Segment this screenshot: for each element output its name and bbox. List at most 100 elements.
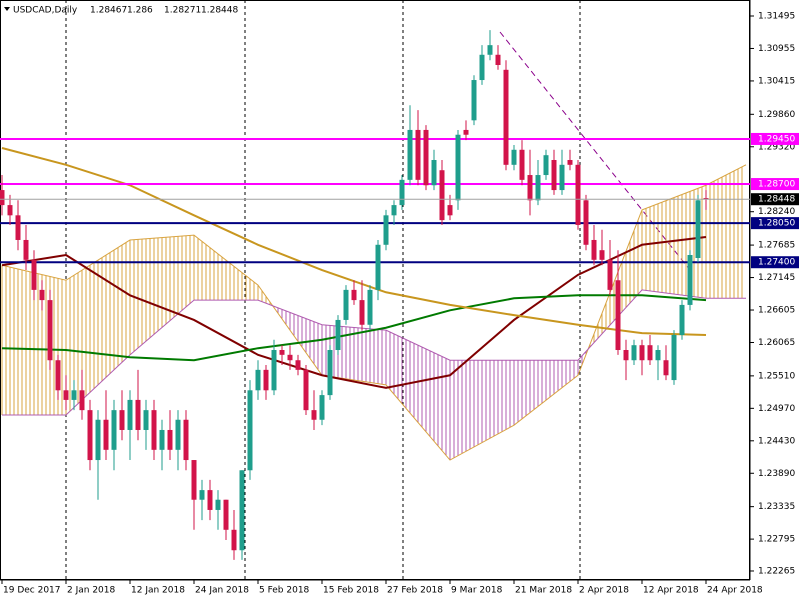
candle-body <box>591 239 597 260</box>
candle-body <box>199 490 205 500</box>
candle-body <box>407 129 413 180</box>
ohlc-low: 1.28271 <box>164 6 201 16</box>
candle-body <box>7 205 13 216</box>
moving-average <box>1 294 707 362</box>
current-price-box <box>751 193 799 206</box>
y-tick-label: 1.23890 <box>758 469 795 479</box>
level-label: 1.29450 <box>758 134 795 144</box>
candle-body <box>695 200 701 259</box>
y-tick-label: 1.22795 <box>758 535 795 545</box>
candle-body <box>191 460 197 500</box>
candle-body <box>503 69 509 165</box>
menu-arrow[interactable] <box>4 7 10 11</box>
y-tick-label: 1.30955 <box>758 44 795 54</box>
level-label: 1.28700 <box>758 180 795 190</box>
y-tick-label: 1.23335 <box>758 502 795 512</box>
candle-body <box>335 319 341 351</box>
level-label-box <box>751 256 799 269</box>
candle-body <box>279 350 285 355</box>
candle-body <box>359 300 365 325</box>
x-tick-label: 12 Apr 2018 <box>643 586 699 596</box>
level-label: 1.28050 <box>758 219 795 229</box>
level-label-box <box>751 178 799 191</box>
chart-title: USDCAD,Daily <box>13 6 78 16</box>
candle-body <box>647 345 653 361</box>
y-tick-label: 1.24430 <box>758 436 795 446</box>
candle-body <box>543 155 549 176</box>
candle-body <box>119 410 125 430</box>
y-tick-label: 1.29860 <box>758 110 795 120</box>
x-tick-label: 2 Apr 2018 <box>579 586 629 596</box>
candle-body <box>391 205 397 216</box>
candle-body <box>303 369 309 411</box>
candle-body <box>311 410 317 420</box>
candle-body <box>687 255 693 305</box>
candle-body <box>423 129 429 186</box>
x-tick-label: 27 Feb 2018 <box>387 586 443 596</box>
ohlc-close: 1.28448 <box>201 6 238 16</box>
candle-body <box>47 300 53 361</box>
candle-body <box>575 164 581 225</box>
x-tick-label: 5 Feb 2018 <box>259 586 310 596</box>
candle-body <box>39 289 45 301</box>
candle-body <box>143 410 149 430</box>
level-label-box <box>751 217 799 230</box>
y-tick-label: 1.25510 <box>758 371 795 381</box>
candle-body <box>495 54 501 65</box>
candle-body <box>207 490 213 510</box>
candle-body <box>151 410 157 450</box>
candle-body <box>87 410 93 461</box>
candle-body <box>135 399 141 430</box>
candle-body <box>271 350 277 391</box>
candle-body <box>79 390 85 411</box>
candle-body <box>175 419 181 450</box>
candle-body <box>663 360 669 376</box>
candle-body <box>71 390 77 400</box>
candle-body <box>295 360 301 370</box>
candle-body <box>655 350 661 361</box>
candle-body <box>415 129 421 180</box>
candle-body <box>431 160 437 186</box>
candle-body <box>167 429 173 450</box>
candle-body <box>463 129 469 135</box>
candle-body <box>111 410 117 450</box>
candle-body <box>351 289 357 301</box>
y-tick-label: 1.31495 <box>758 11 795 21</box>
candle-body <box>263 369 269 391</box>
x-tick-label: 2 Jan 2018 <box>67 586 115 596</box>
candle-body <box>103 419 109 450</box>
y-tick-label: 1.29320 <box>758 142 795 152</box>
candle-body <box>375 244 381 290</box>
y-tick-label: 1.27685 <box>758 241 795 251</box>
x-tick-label: 15 Feb 2018 <box>323 586 379 596</box>
candle-body <box>631 345 637 361</box>
y-tick-label: 1.26605 <box>758 306 795 316</box>
cloud-span-a <box>1 164 747 461</box>
x-tick-label: 24 Jan 2018 <box>195 586 249 596</box>
candle-body <box>639 345 645 361</box>
candle-body <box>551 160 557 191</box>
candle-body <box>55 360 61 391</box>
level-label: 1.27400 <box>758 258 795 268</box>
y-tick-label: 1.26065 <box>758 338 795 348</box>
candle-body <box>255 369 261 391</box>
y-tick-label: 1.24970 <box>758 404 795 414</box>
candle-body <box>623 350 629 361</box>
y-tick-label: 1.28240 <box>758 207 795 217</box>
candle-body <box>0 190 5 206</box>
candle-body <box>367 289 373 325</box>
plot-frame <box>0 0 750 580</box>
level-label-box <box>751 132 799 145</box>
candle-body <box>127 399 133 430</box>
candle-body <box>223 499 229 530</box>
x-tick-label: 9 Mar 2018 <box>451 586 503 596</box>
candle-body <box>63 390 69 400</box>
candle-body <box>439 170 445 221</box>
candle-body <box>535 175 541 201</box>
ohlc-open: 1.28467 <box>90 6 127 16</box>
candle-body <box>327 350 333 396</box>
candle-body <box>703 198 709 200</box>
candle-body <box>559 164 565 191</box>
candle-body <box>607 259 613 290</box>
